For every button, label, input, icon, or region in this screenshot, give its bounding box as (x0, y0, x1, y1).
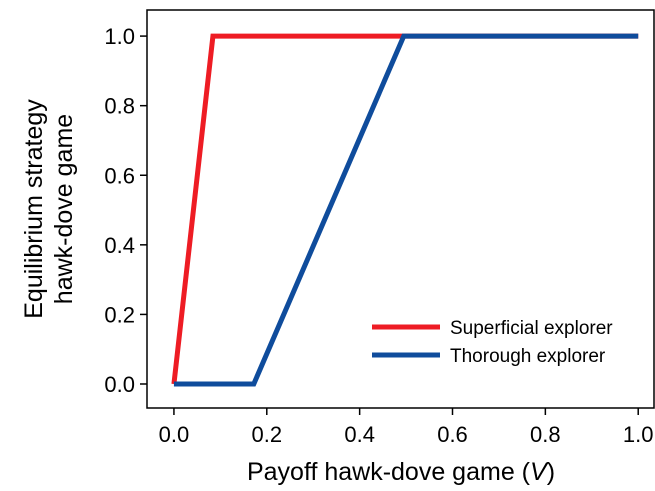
x-tick-label: 0.6 (437, 422, 468, 447)
y-axis-label: Equilibrium strategy (20, 99, 48, 319)
plot-frame (146, 9, 655, 409)
y-tick-label: 0.6 (104, 163, 135, 188)
x-tick-label: 1.0 (623, 422, 654, 447)
x-axis-label: Payoff hawk-dove game (V) (247, 458, 555, 486)
series-line (173, 33, 639, 387)
x-label-part: ) (547, 458, 555, 486)
x-tick-label: 0.2 (251, 422, 282, 447)
y-tick-label: 0.0 (104, 372, 135, 397)
x-tick-label: 0.0 (159, 422, 190, 447)
y-tick-label: 0.2 (104, 302, 135, 327)
y-tick-label: 1.0 (104, 24, 135, 49)
x-tick-label: 0.4 (344, 422, 375, 447)
y-tick-label: 0.8 (104, 94, 135, 119)
legend-label: Superficial explorer (450, 318, 613, 339)
x-tick-label: 0.8 (530, 422, 561, 447)
legend-label: Thorough explorer (450, 346, 606, 367)
y-tick-label: 0.4 (104, 233, 135, 258)
x-label-part: V (530, 458, 549, 486)
x-label-part: Payoff hawk-dove game ( (247, 458, 531, 486)
y-axis-label: hawk-dove game (50, 114, 78, 304)
